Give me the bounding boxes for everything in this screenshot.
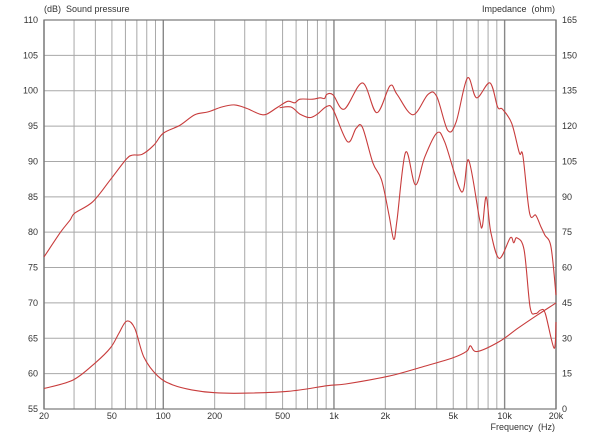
x-tick-label: 100 [156,411,171,421]
spl-curve-2 [279,104,557,349]
x-tick-label: 1k [329,411,339,421]
y2-tick-label: 15 [562,369,572,379]
y2-tick-label: 0 [562,404,567,414]
x-axis-label: Frequency (Hz) [490,422,555,432]
y-tick-label: 95 [28,121,38,131]
y-tick-label: 105 [23,50,38,60]
y-tick-label: 75 [28,263,38,273]
curves [43,77,557,394]
x-tick-label: 2k [381,411,391,421]
y2-tick-label: 45 [562,298,572,308]
y2-tick-label: 90 [562,192,572,202]
spl-curve-1 [43,77,557,296]
x-tick-label: 500 [275,411,290,421]
x-tick-label: 200 [207,411,222,421]
y2-tick-label: 105 [562,156,577,166]
x-tick-label: 10k [497,411,512,421]
x-tick-label: 20k [549,411,564,421]
y2-tick-label: 75 [562,227,572,237]
y2-tick-label: 165 [562,15,577,25]
y2-axis-label: Impedance (ohm) [482,4,555,14]
impedance-curve [43,302,557,394]
y2-tick-label: 150 [562,50,577,60]
y-tick-label: 80 [28,227,38,237]
y-tick-label: 110 [24,15,38,25]
y2-tick-label: 60 [562,263,572,273]
y-tick-label: 55 [28,404,38,414]
grid [43,19,557,410]
y-tick-label: 85 [28,192,38,202]
x-tick-label: 50 [107,411,117,421]
y-tick-label: 65 [28,333,38,343]
y-tick-label: 60 [28,369,38,379]
y-tick-label: 70 [28,298,38,308]
x-tick-label: 20 [39,411,49,421]
y-tick-label: 90 [28,156,38,166]
y2-tick-label: 30 [562,333,572,343]
y2-tick-label: 135 [562,86,577,96]
plot-frame [43,19,557,410]
y2-tick-label: 120 [562,121,577,131]
x-tick-label: 5k [448,411,458,421]
y-tick-label: 100 [23,86,38,96]
y-axis-label: (dB) Sound pressure [44,4,130,14]
tick-labels: 55 60 65 70 75 80 85 90 95 100 105 110 0 15 30 45 60 75 90… [23,15,577,421]
